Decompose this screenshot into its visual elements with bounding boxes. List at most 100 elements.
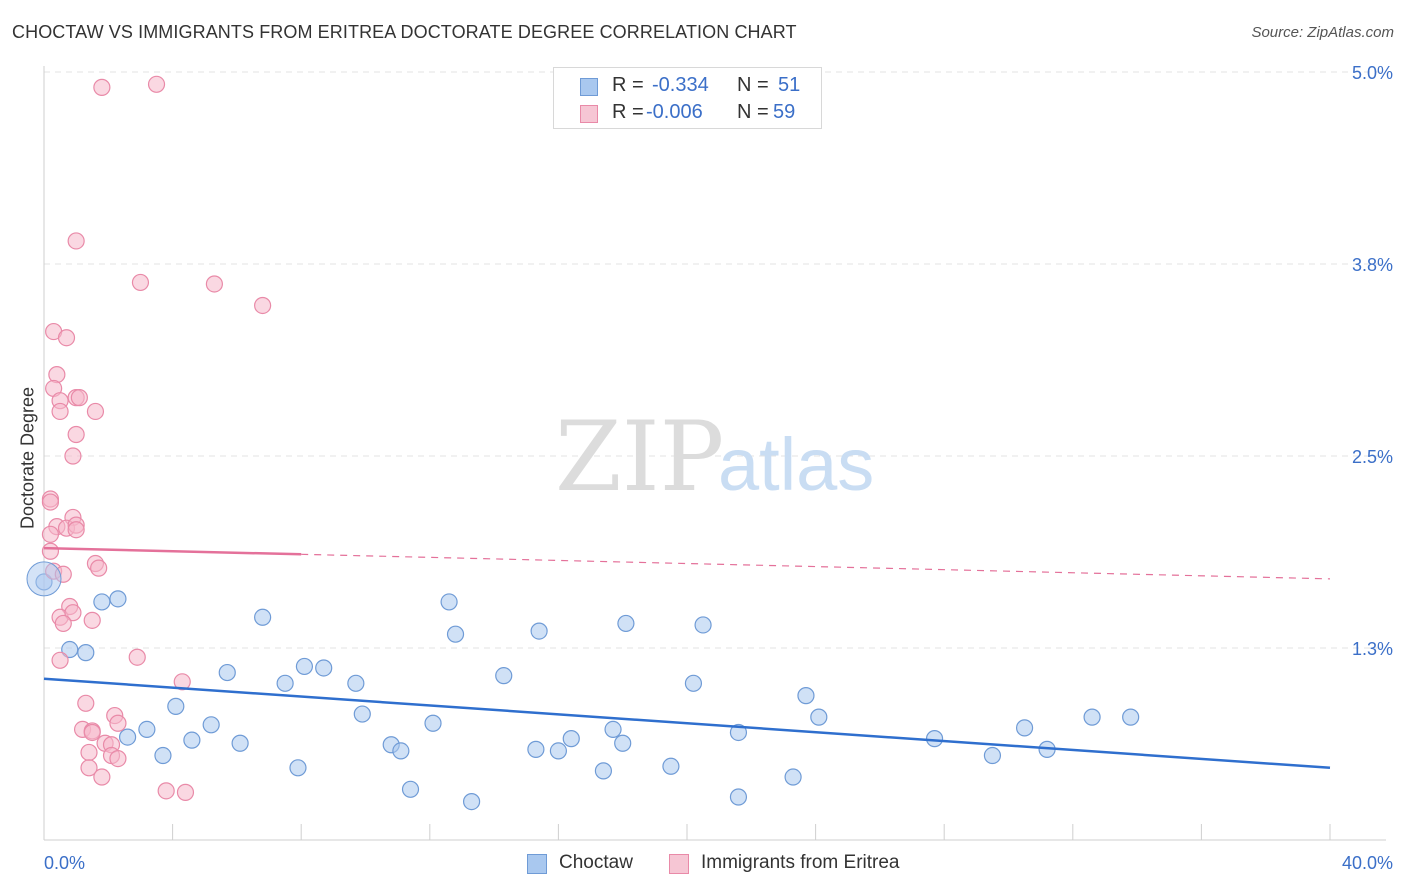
y-tick-label: 2.5% — [1352, 447, 1393, 467]
eritrea-point — [41, 542, 60, 560]
y-tick-label: 5.0% — [1352, 63, 1393, 83]
choctaw-point — [594, 762, 613, 780]
stats-legend: R = -0.334 N = 51 R = -0.006 N = 59 — [553, 67, 822, 129]
eritrea-point — [176, 783, 195, 801]
choctaw-point — [527, 740, 545, 758]
choctaw-point — [93, 593, 111, 611]
choctaw-point — [462, 792, 481, 811]
choctaw-point — [289, 759, 307, 777]
x-tick-label: 0.0% — [44, 853, 85, 873]
x-tick-label: 40.0% — [1342, 853, 1393, 873]
legend-r-label: R = — [612, 74, 644, 96]
choctaw-point — [109, 590, 127, 608]
eritrea-point — [205, 275, 223, 293]
choctaw-legend-label: Choctaw — [559, 852, 633, 873]
legend-row-choctaw: R = -0.334 N = 51 — [554, 74, 821, 102]
choctaw-point — [925, 730, 944, 748]
choctaw-point — [77, 644, 95, 662]
legend-r-value: -0.006 — [646, 101, 703, 123]
eritrea-swatch — [580, 105, 598, 123]
choctaw-point — [562, 730, 580, 748]
choctaw-point — [254, 608, 272, 626]
chart-source: Source: ZipAtlas.com — [1251, 24, 1394, 41]
choctaw-point — [392, 742, 410, 760]
choctaw-point — [353, 705, 371, 723]
eritrea-point — [254, 296, 272, 315]
legend-n-value: 51 — [778, 74, 801, 96]
eritrea-point — [80, 759, 98, 777]
eritrea-point — [173, 673, 191, 691]
choctaw-point — [118, 728, 137, 746]
choctaw-swatch — [580, 78, 598, 96]
choctaw-point — [617, 614, 635, 633]
eritrea-point — [51, 402, 69, 421]
eritrea-point — [64, 604, 82, 622]
watermark-zip: ZIP — [555, 401, 724, 513]
eritrea-point — [93, 768, 111, 786]
choctaw-point — [604, 720, 622, 739]
choctaw-point — [983, 746, 1002, 765]
eritrea-point — [90, 559, 108, 577]
choctaw-point — [530, 622, 548, 640]
choctaw-point — [347, 674, 365, 692]
choctaw-point — [446, 625, 465, 643]
eritrea-point — [67, 521, 85, 539]
choctaw-point — [61, 640, 79, 659]
choctaw-cluster-point — [26, 561, 62, 597]
eritrea-point — [57, 329, 76, 347]
watermark: ZIP atlas — [555, 401, 874, 513]
eritrea-point — [41, 493, 60, 511]
choctaw-point — [231, 734, 249, 752]
legend-n-value: 59 — [773, 101, 796, 123]
choctaw-point — [1122, 708, 1140, 726]
eritrea-point — [67, 425, 85, 444]
choctaw-point — [202, 716, 220, 734]
choctaw-point — [495, 667, 513, 685]
choctaw-legend-swatch — [527, 854, 547, 874]
choctaw-point — [276, 674, 294, 692]
trend-lines — [43, 546, 1331, 770]
choctaw-point — [295, 657, 314, 676]
choctaw-point — [1083, 708, 1101, 726]
data-points — [26, 75, 1140, 811]
eritrea-point — [77, 694, 95, 712]
tick-labels: 1.3% 2.5% 3.8% 5.0% 0.0% 40.0% — [44, 63, 1393, 873]
choctaw-point — [662, 757, 680, 775]
eritrea-legend-label: Immigrants from Eritrea — [701, 852, 900, 873]
eritrea-legend-swatch — [669, 854, 689, 874]
eritrea-point — [83, 611, 101, 629]
eritrea-point — [93, 78, 111, 96]
eritrea-point — [109, 714, 127, 732]
choctaw-point — [694, 616, 712, 634]
y-tick-label: 3.8% — [1352, 255, 1393, 275]
eritrea-point — [128, 648, 146, 666]
choctaw-point — [810, 708, 828, 726]
eritrea-point — [64, 447, 82, 465]
chart-title: CHOCTAW VS IMMIGRANTS FROM ERITREA DOCTO… — [12, 22, 797, 42]
eritrea-trend-line — [43, 546, 302, 556]
eritrea-point — [41, 525, 60, 543]
legend-n-label: N = — [737, 101, 769, 123]
choctaw-trend-line — [43, 677, 1331, 770]
choctaw-point — [315, 659, 333, 677]
eritrea-point — [131, 273, 150, 292]
axes — [43, 66, 1386, 841]
eritrea-point — [80, 743, 98, 762]
watermark-atlas: atlas — [718, 423, 874, 506]
choctaw-point — [784, 768, 802, 786]
choctaw-point — [549, 742, 568, 760]
choctaw-point — [797, 687, 815, 705]
choctaw-point — [440, 593, 458, 611]
eritrea-point — [86, 402, 105, 421]
choctaw-point — [729, 788, 748, 806]
choctaw-point — [138, 720, 156, 739]
eritrea-point — [147, 75, 166, 93]
legend-r-label: R = — [612, 101, 644, 123]
choctaw-point — [154, 746, 172, 765]
eritrea-point — [70, 389, 88, 407]
y-tick-label: 1.3% — [1352, 639, 1393, 659]
legend-n-label: N = — [737, 74, 769, 96]
eritrea-trend-line-dashed — [301, 553, 1331, 580]
choctaw-point — [401, 780, 420, 798]
